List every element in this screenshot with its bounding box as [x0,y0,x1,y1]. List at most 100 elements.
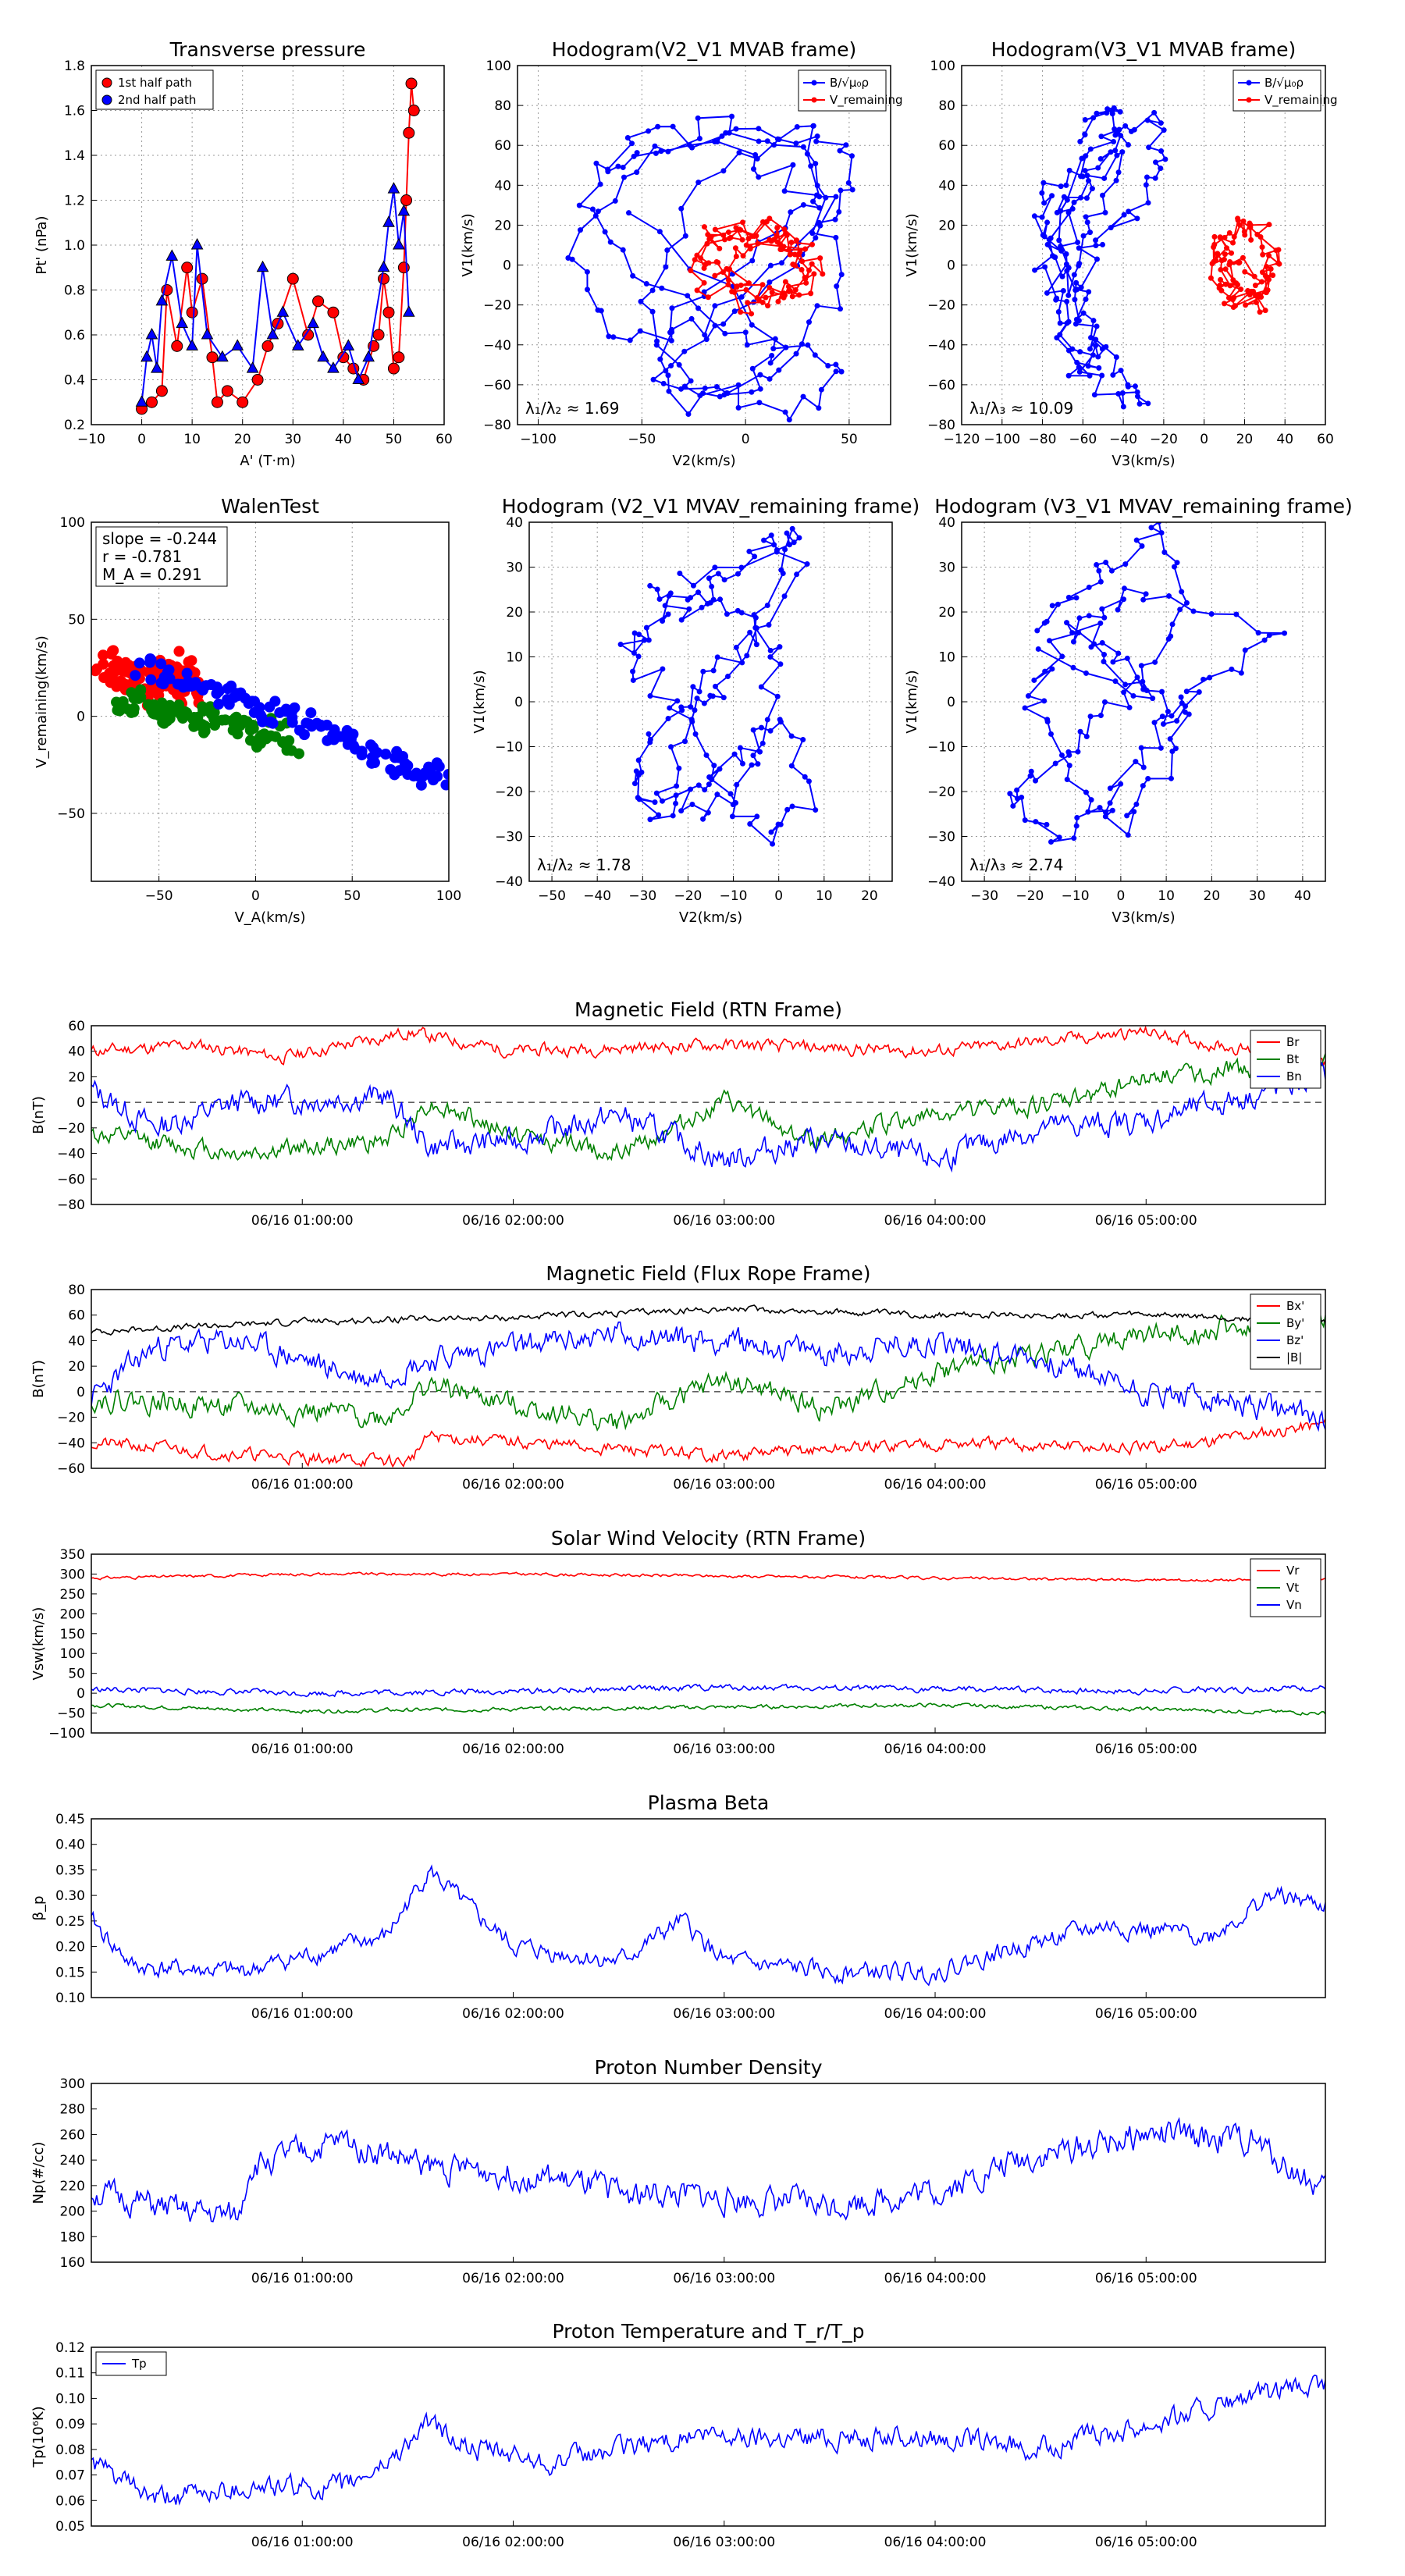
data-point [1265,276,1272,283]
chart-hodo_v3_v1_mvav: Hodogram (V3_V1 MVAV_remaining frame) −40… [904,495,1353,926]
y-tick-label: 50 [68,612,85,628]
data-point [1064,777,1070,783]
data-point [1104,106,1111,112]
data-point [713,384,720,390]
data-point [1143,591,1149,597]
series-line [91,1026,1325,1067]
data-point [712,564,718,571]
y-axis-label: Vsw(km/s) [30,1607,47,1681]
data-point [845,180,852,186]
data-point [251,374,264,386]
data-point [788,763,795,769]
data-point [1093,336,1099,343]
data-point [777,717,783,723]
data-point [685,293,691,299]
data-point [1227,283,1233,289]
x-tick-label: −20 [1150,432,1178,447]
data-point [647,739,653,745]
data-point [794,571,800,578]
legend-marker [1246,80,1252,86]
data-point [736,150,742,156]
y-tick-label: 0 [514,695,523,710]
data-point [636,796,642,802]
data-point [1098,133,1104,140]
data-point [1071,272,1077,278]
data-point [695,305,702,311]
data-point [1086,289,1092,295]
chart-title: Plasma Beta [648,1791,770,1814]
data-point [653,790,660,796]
data-point [1065,318,1072,325]
y-tick-label: 80 [68,1283,85,1298]
data-point [774,693,781,699]
data-point [1076,245,1082,251]
data-point [837,148,843,154]
y-axis-label: V1(km/s) [460,213,476,276]
series-line [91,2116,1325,2223]
x-tick-label: 06/16 02:00:00 [462,2006,564,2022]
data-point [1131,809,1137,815]
data-point [769,352,775,358]
series-line [91,1053,1325,1162]
x-tick-label: 30 [284,432,301,447]
data-point [758,724,764,731]
data-point [709,777,715,783]
data-point [781,593,788,600]
x-tick-label: 06/16 03:00:00 [673,1213,775,1229]
data-point [682,738,688,745]
x-axis-label: V3(km/s) [1112,909,1175,926]
data-point [1091,392,1097,398]
data-point [1158,530,1165,536]
data-point [1119,149,1126,155]
data-point [1174,560,1180,566]
data-point [1240,218,1247,224]
data-point [1086,178,1092,184]
data-point [1101,614,1108,621]
data-point [667,705,673,711]
data-point [702,385,708,391]
data-point [667,329,674,336]
series-line [91,1061,1325,1173]
data-point [126,706,137,718]
axes-frame [91,2083,1326,2263]
data-point [144,656,156,668]
chart-title: Hodogram (V2_V1 MVAV_remaining frame) [502,495,920,518]
data-point [1255,630,1261,636]
data-point [1082,168,1088,174]
data-point [286,272,299,285]
x-tick-label: 0 [1116,888,1125,904]
data-point [155,658,167,670]
data-point [352,372,365,384]
data-point [602,229,608,235]
data-point [1093,242,1099,248]
data-point [744,342,750,348]
data-point [738,610,745,616]
data-point [813,138,820,144]
data-point [1089,186,1095,192]
data-point [1138,663,1144,669]
data-point [749,322,755,328]
x-tick-label: 06/16 04:00:00 [884,1477,987,1493]
data-point [1084,173,1090,179]
data-point [1085,809,1091,815]
data-point [1229,250,1235,256]
series-line [1033,107,1167,407]
data-point [692,731,699,737]
y-tick-label: −100 [48,1726,85,1742]
data-point [1057,320,1063,326]
data-point [1080,233,1087,239]
data-point [1113,177,1119,183]
data-point [656,812,662,818]
data-point [1076,365,1082,371]
data-point [1120,404,1126,410]
data-point [698,255,704,262]
data-point [1064,620,1070,626]
data-point [1118,781,1124,787]
data-point [1102,809,1108,816]
chart-hodo_v2_v1_mvab: Hodogram(V2_V1 MVAB frame) −80 −60 −40 −20 0 2… [460,38,903,469]
data-point [665,715,671,721]
data-point [135,692,147,703]
data-point [1093,343,1099,349]
data-point [98,649,109,661]
data-point [649,308,656,315]
